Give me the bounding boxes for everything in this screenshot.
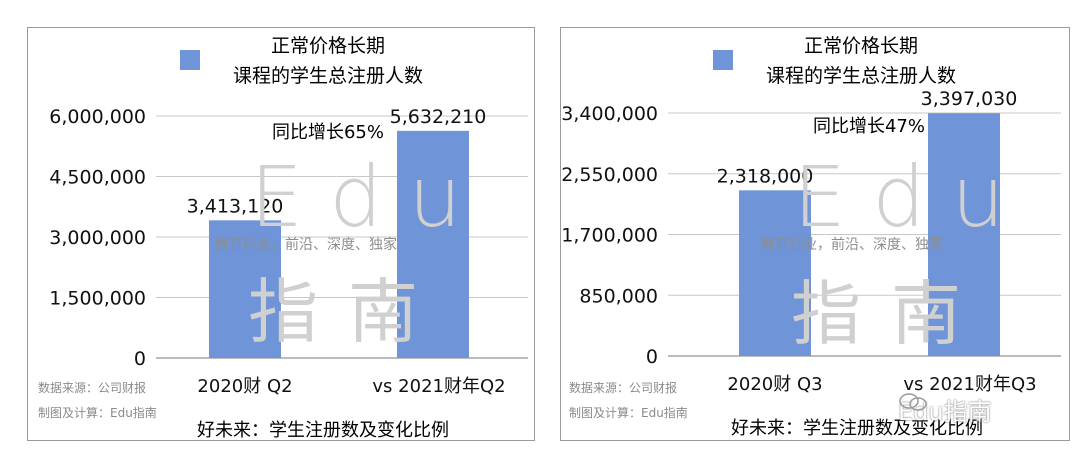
y-tick-label: 850,000 [579, 285, 658, 307]
y-tick-label: 0 [646, 346, 658, 368]
chart-panel-right: 0 850,000 1,700,000 2,550,000 3,400,000 2,31… [560, 27, 1070, 441]
chart-caption: 好未来：学生注册数及变化比例 [731, 418, 983, 439]
y-tick-label: 3,400,000 [561, 103, 658, 125]
legend-line2: 课程的学生总注册人数 [766, 65, 956, 87]
y-tick-label: 1,700,000 [561, 225, 658, 247]
data-label: 2,318,000 [717, 165, 814, 187]
growth-annotation: 同比增长47% [813, 116, 925, 137]
y-tick-label: 3,000,000 [49, 227, 146, 249]
x-category-label: vs 2021财年Q2 [372, 376, 505, 397]
bar [209, 220, 281, 358]
chart-svg-left: 0 1,500,000 3,000,000 4,500,000 6,000,000 3,… [38, 35, 528, 441]
legend-line1: 正常价格长期 [271, 35, 385, 57]
chart-svg-right: 0 850,000 1,700,000 2,550,000 3,400,000 2,31… [561, 35, 1061, 439]
source-line2: 制图及计算：Edu指南 [569, 405, 688, 420]
data-label: 3,397,030 [921, 88, 1018, 110]
x-category-label: 2020财 Q2 [197, 376, 292, 397]
source-line1: 数据来源：公司财报 [569, 380, 677, 395]
bar [928, 113, 1000, 356]
source-line2: 制图及计算：Edu指南 [38, 405, 157, 420]
wechat-brand: Edu指南 [898, 392, 992, 427]
y-tick-label: 2,550,000 [561, 164, 658, 186]
bar [739, 190, 811, 356]
bar [397, 130, 469, 358]
y-tick-label: 0 [134, 348, 146, 370]
y-tick-label: 6,000,000 [49, 106, 146, 128]
legend-line2: 课程的学生总注册人数 [233, 65, 423, 87]
growth-annotation: 同比增长65% [272, 122, 384, 143]
legend-swatch [713, 50, 733, 70]
source-line1: 数据来源：公司财报 [38, 380, 146, 395]
x-category-label: 2020财 Q3 [727, 374, 822, 395]
wechat-icon [899, 393, 927, 411]
y-tick-label: 4,500,000 [49, 167, 146, 189]
data-label: 5,632,210 [390, 106, 487, 128]
y-tick-label: 1,500,000 [49, 288, 146, 310]
chart-caption: 好未来：学生注册数及变化比例 [197, 420, 449, 441]
legend-swatch [180, 50, 200, 70]
x-category-label: vs 2021财年Q3 [903, 374, 1036, 395]
chart-panel-left: 0 1,500,000 3,000,000 4,500,000 6,000,000 3,… [27, 27, 535, 441]
wechat-brand-label: Edu指南 [898, 398, 992, 426]
legend-line1: 正常价格长期 [804, 35, 918, 57]
data-label: 3,413,120 [187, 195, 284, 217]
